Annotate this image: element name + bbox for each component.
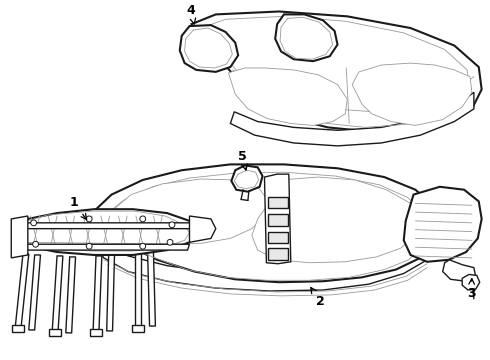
- Circle shape: [140, 243, 146, 249]
- Polygon shape: [16, 244, 190, 250]
- Polygon shape: [269, 197, 288, 208]
- Polygon shape: [135, 253, 141, 328]
- Polygon shape: [52, 256, 63, 332]
- Polygon shape: [12, 325, 24, 332]
- Polygon shape: [29, 255, 41, 330]
- Polygon shape: [132, 325, 144, 332]
- Polygon shape: [269, 248, 288, 260]
- Polygon shape: [228, 68, 347, 125]
- Polygon shape: [90, 329, 102, 336]
- Polygon shape: [11, 216, 28, 258]
- Polygon shape: [16, 223, 192, 229]
- Polygon shape: [107, 255, 115, 331]
- Text: 5: 5: [238, 149, 247, 170]
- Polygon shape: [230, 92, 474, 146]
- Polygon shape: [49, 329, 61, 336]
- Polygon shape: [66, 257, 75, 333]
- Polygon shape: [15, 254, 29, 328]
- Polygon shape: [265, 174, 291, 264]
- Polygon shape: [147, 252, 155, 326]
- Circle shape: [86, 216, 92, 222]
- Circle shape: [86, 243, 92, 249]
- Polygon shape: [190, 216, 216, 242]
- Polygon shape: [352, 63, 472, 125]
- Polygon shape: [231, 165, 263, 192]
- Text: 3: 3: [467, 279, 476, 300]
- Text: 4: 4: [187, 4, 196, 24]
- Polygon shape: [269, 214, 288, 226]
- Circle shape: [167, 239, 173, 245]
- Circle shape: [31, 220, 37, 226]
- Circle shape: [140, 216, 146, 222]
- Polygon shape: [180, 25, 238, 72]
- Polygon shape: [462, 274, 480, 290]
- Polygon shape: [269, 231, 288, 243]
- Polygon shape: [192, 12, 482, 131]
- Text: 2: 2: [311, 288, 325, 308]
- Polygon shape: [14, 209, 196, 255]
- Polygon shape: [104, 179, 268, 244]
- Polygon shape: [404, 187, 482, 262]
- Polygon shape: [86, 165, 440, 282]
- Circle shape: [169, 222, 175, 228]
- Circle shape: [33, 241, 39, 247]
- Polygon shape: [93, 256, 102, 332]
- Text: 1: 1: [70, 196, 87, 220]
- Polygon shape: [275, 14, 338, 61]
- Polygon shape: [442, 260, 476, 281]
- Polygon shape: [92, 225, 435, 291]
- Polygon shape: [252, 177, 420, 263]
